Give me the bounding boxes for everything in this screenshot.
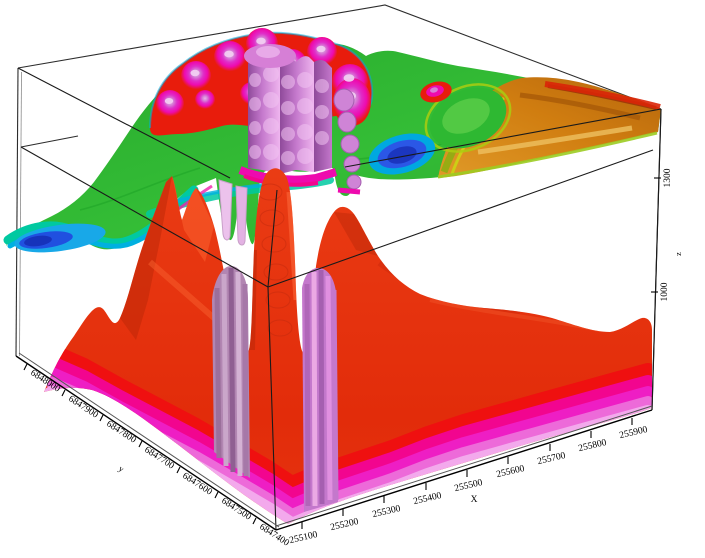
z-tick-label-1: 1000 [660,282,670,301]
striped-column-left [212,266,250,478]
x-tick-label-8: 255900 [619,425,649,441]
hanging-pale-strips [218,179,248,246]
y-axis-ticks [23,363,257,525]
z-axis: 1300 1000 z [651,168,683,302]
orchid-columns [238,44,362,195]
x-axis-title: X [471,495,478,505]
x-tick-label-7: 255800 [578,438,608,454]
x-tick-label-0: 255100 [289,530,319,546]
box-left-edge [15,67,19,357]
x-tick-label-2: 255300 [372,504,402,520]
x-axis-line [275,409,653,531]
x-tick-label-5: 255600 [496,464,526,480]
z-axis-ticks [651,177,661,293]
box-top-back-edges [17,4,662,110]
x-axis-ticks [301,418,633,529]
y-tick-label-1: 6847900 [66,394,100,421]
blue-depression-left [14,223,106,253]
x-tick-label-4: 255500 [454,478,484,494]
y-tick-label-3: 6847700 [142,445,176,472]
y-axis-title: y [117,463,127,474]
y-tick-label-5: 6847500 [219,496,253,523]
x-tick-label-6: 255700 [537,451,567,467]
x-tick-label-3: 255400 [413,491,443,507]
box-top-front-right-edge [344,108,662,168]
isosurface [44,168,652,524]
striped-column-right [302,268,339,512]
box-top-front-left-edge [17,67,231,179]
z-tick-label-0: 1300 [663,168,673,187]
box-right-edge-front [651,108,662,411]
box-wireframe-front [17,67,662,531]
y-tick-label-2: 6847800 [104,419,138,446]
y-axis-line [15,355,277,531]
divider-front-right-edge [267,149,654,288]
x-tick-label-1: 255200 [330,517,360,533]
divider-back-edge [20,135,79,148]
z-axis-title: z [673,252,683,256]
divider-front-left-edge [20,146,269,288]
orange-plateau [420,77,661,179]
